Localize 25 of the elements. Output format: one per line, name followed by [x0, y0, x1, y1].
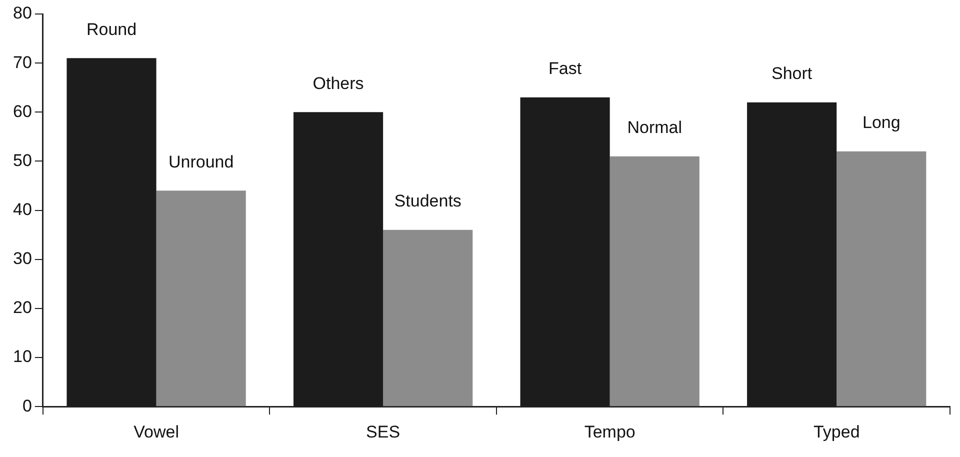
y-tick-label: 50	[12, 150, 32, 170]
data-label: Students	[394, 192, 462, 211]
data-label: Unround	[168, 152, 234, 172]
y-tick-label: 0	[22, 396, 32, 416]
data-label: Others	[312, 74, 364, 93]
data-label: Normal	[627, 118, 682, 138]
data-label: Short	[772, 64, 812, 84]
x-tick-label: Vowel	[134, 422, 179, 442]
bar	[156, 190, 246, 406]
data-label: Long	[862, 113, 900, 132]
bar	[610, 156, 700, 406]
y-tick-label: 60	[12, 102, 32, 121]
y-tick-label: 30	[12, 249, 32, 268]
y-tick-label: 20	[12, 298, 32, 318]
x-tick-label: SES	[366, 422, 400, 442]
y-tick-label: 70	[12, 52, 32, 72]
y-tick-label: 80	[12, 4, 32, 23]
y-tick-label: 40	[12, 200, 32, 219]
bar	[836, 151, 926, 406]
x-tick-label: Tempo	[584, 422, 636, 442]
bar	[383, 230, 473, 406]
x-tick-label: Typed	[813, 422, 860, 442]
y-tick-label: 10	[12, 347, 32, 366]
data-label: Fast	[548, 59, 582, 78]
data-label: Round	[86, 20, 137, 39]
